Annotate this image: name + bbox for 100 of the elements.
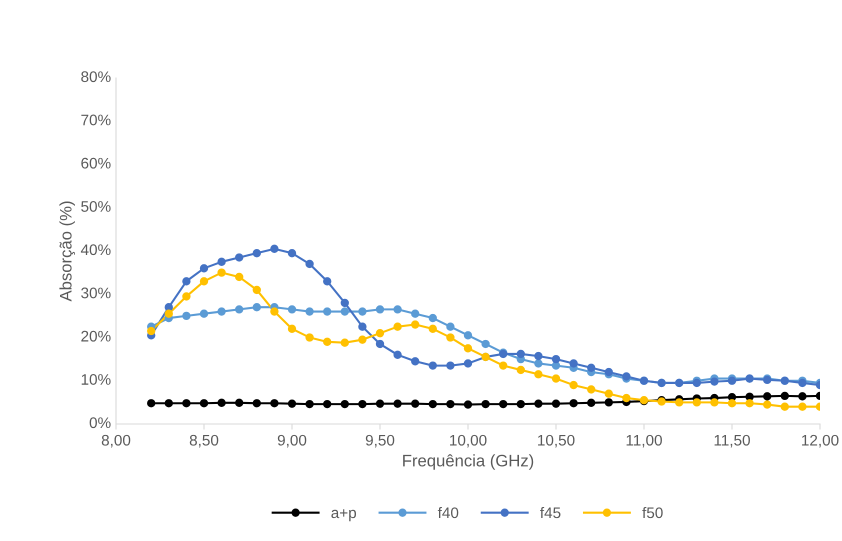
point <box>235 272 244 282</box>
point <box>587 398 596 407</box>
point <box>428 400 437 408</box>
y-tick-label: 40% <box>80 244 111 256</box>
point <box>516 366 525 374</box>
point <box>534 370 543 378</box>
point <box>587 364 596 372</box>
legend-label: f45 <box>540 506 560 518</box>
point <box>164 303 173 312</box>
point <box>481 400 490 408</box>
point <box>569 380 578 390</box>
point <box>182 277 191 286</box>
point <box>147 326 156 336</box>
point <box>305 333 314 342</box>
point <box>534 400 543 408</box>
point <box>552 354 560 364</box>
y-axis-title: Absorção (%) <box>59 202 76 302</box>
point <box>587 385 596 394</box>
point <box>340 307 349 316</box>
point <box>552 400 560 408</box>
point <box>164 399 173 408</box>
point <box>428 314 437 322</box>
point <box>464 344 472 352</box>
point <box>200 264 208 272</box>
point <box>745 399 754 408</box>
point <box>358 307 367 316</box>
point <box>780 392 789 400</box>
point <box>728 399 736 408</box>
point <box>710 398 719 407</box>
y-tick-label: 10% <box>82 374 111 385</box>
point <box>376 329 384 338</box>
point <box>217 398 226 407</box>
point <box>217 307 226 316</box>
point <box>288 324 296 334</box>
point <box>376 305 384 314</box>
point <box>464 331 472 340</box>
point <box>763 400 772 409</box>
point <box>358 335 367 344</box>
point <box>428 324 437 334</box>
point <box>604 390 613 398</box>
point <box>411 357 420 366</box>
point <box>323 400 332 408</box>
y-tick-label: 70% <box>81 114 111 126</box>
y-tick-label: 20% <box>81 330 111 342</box>
point <box>270 307 279 316</box>
point <box>481 340 490 348</box>
point <box>552 374 560 383</box>
point <box>798 392 807 400</box>
point <box>393 322 402 331</box>
point <box>288 248 296 258</box>
legend-label: f50 <box>642 506 663 518</box>
point <box>411 310 420 318</box>
point <box>464 359 472 368</box>
point <box>604 368 613 376</box>
point <box>323 307 332 316</box>
point <box>200 310 208 318</box>
point <box>182 292 191 301</box>
x-tick-label: 10,00 <box>450 434 487 448</box>
y-tick-label: 60% <box>81 158 111 169</box>
point <box>692 378 701 388</box>
x-tick-label: 11,50 <box>714 434 750 448</box>
point <box>692 398 701 407</box>
point <box>428 361 437 370</box>
point <box>411 400 420 408</box>
point <box>763 392 772 400</box>
point <box>323 277 332 286</box>
y-tick-label: 50% <box>81 201 111 212</box>
x-tick-label: 9,00 <box>278 434 306 448</box>
x-tick-label: 12,00 <box>802 434 839 448</box>
point <box>516 400 525 408</box>
point <box>252 303 261 312</box>
point <box>534 352 543 360</box>
point <box>182 312 191 320</box>
point <box>340 338 349 347</box>
point <box>446 333 455 342</box>
point <box>728 376 736 385</box>
point <box>235 253 244 262</box>
point <box>252 399 261 408</box>
point <box>270 244 279 254</box>
point <box>675 398 684 407</box>
point <box>376 400 384 408</box>
point <box>798 402 807 411</box>
x-tick-label: 8,50 <box>190 434 218 448</box>
point <box>516 350 525 358</box>
point <box>340 400 349 408</box>
point <box>235 398 244 407</box>
point <box>200 277 208 286</box>
point <box>305 400 314 408</box>
point <box>147 399 156 408</box>
x-tick-label: 10,50 <box>538 434 575 448</box>
point <box>745 392 754 401</box>
legend-label: a+p <box>331 509 356 522</box>
point <box>200 399 208 408</box>
point <box>270 399 279 408</box>
point <box>235 305 244 314</box>
y-tick-label: 30% <box>81 288 111 298</box>
point <box>217 258 226 266</box>
point <box>182 399 191 408</box>
point <box>252 248 261 258</box>
point <box>305 260 314 268</box>
